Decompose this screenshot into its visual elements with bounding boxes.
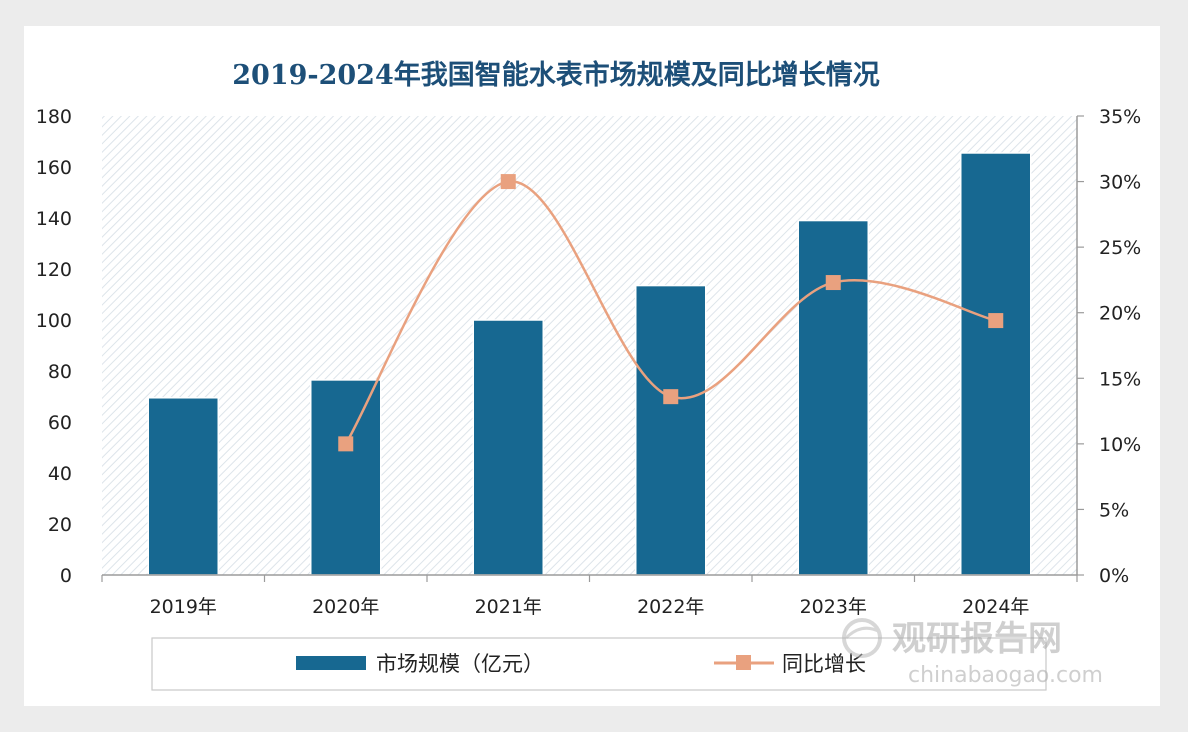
growth-point-2020年	[338, 436, 354, 452]
bar-2019年	[147, 397, 219, 576]
left-tick-label: 160	[36, 157, 72, 179]
legend-line-label: 同比增长	[782, 652, 866, 676]
legend-bar-swatch	[296, 656, 366, 670]
left-tick-label: 80	[48, 361, 72, 383]
x-tick-label: 2020年	[312, 596, 379, 618]
right-tick-label: 5%	[1099, 499, 1129, 521]
x-tick-label: 2021年	[475, 596, 542, 618]
legend-box	[151, 637, 1047, 691]
left-tick-label: 140	[36, 208, 72, 230]
growth-point-2021年	[500, 174, 516, 190]
watermark: 观研报告网 chinabaogao.com	[842, 618, 1103, 688]
left-tick-label: 0	[60, 565, 72, 587]
growth-line	[344, 180, 997, 445]
plot-area	[102, 116, 1077, 575]
left-tick-label: 180	[36, 106, 72, 128]
growth-point-2024年	[988, 313, 1004, 329]
growth-point-2023年	[825, 275, 841, 291]
x-tick-label: 2019年	[150, 596, 217, 618]
left-tick-label: 40	[48, 463, 72, 485]
left-tick-label: 100	[36, 310, 72, 332]
right-tick-label: 25%	[1099, 237, 1141, 259]
left-tick-label: 20	[48, 514, 72, 536]
chart: 2019-2024年我国智能水表市场规模及同比增长情况 0 20 40 60 80 100…	[36, 59, 1141, 691]
watermark-logo-icon	[842, 618, 882, 658]
x-tick-label: 2022年	[637, 596, 704, 618]
left-tick-label: 60	[48, 412, 72, 434]
chart-card: 2019-2024年我国智能水表市场规模及同比增长情况 0 20 40 60 80 100…	[24, 26, 1160, 706]
x-tick-label: 2023年	[800, 596, 867, 618]
x-tick-label: 2024年	[962, 596, 1029, 618]
legend-bar-label: 市场规模（亿元）	[376, 652, 544, 676]
growth-point-2022年	[663, 389, 679, 405]
right-tick-label: 20%	[1099, 303, 1141, 325]
right-tick-label: 0%	[1099, 565, 1129, 587]
chart-title: 2019-2024年我国智能水表市场规模及同比增长情况	[232, 59, 880, 91]
legend-line-marker	[736, 655, 751, 670]
right-tick-label: 10%	[1099, 434, 1141, 456]
bar-2020年	[310, 379, 382, 576]
right-tick-label: 35%	[1099, 106, 1141, 128]
watermark-site: chinabaogao.com	[908, 663, 1103, 688]
bar-2022年	[635, 284, 707, 576]
bar-2023年	[797, 219, 869, 576]
watermark-swoosh-icon	[844, 626, 881, 640]
watermark-brand: 观研报告网	[892, 619, 1062, 659]
right-tick-label: 30%	[1099, 172, 1141, 194]
bar-2021年	[472, 319, 544, 576]
right-tick-label: 15%	[1099, 368, 1141, 390]
left-tick-label: 120	[36, 259, 72, 281]
bar-2024年	[960, 152, 1032, 576]
